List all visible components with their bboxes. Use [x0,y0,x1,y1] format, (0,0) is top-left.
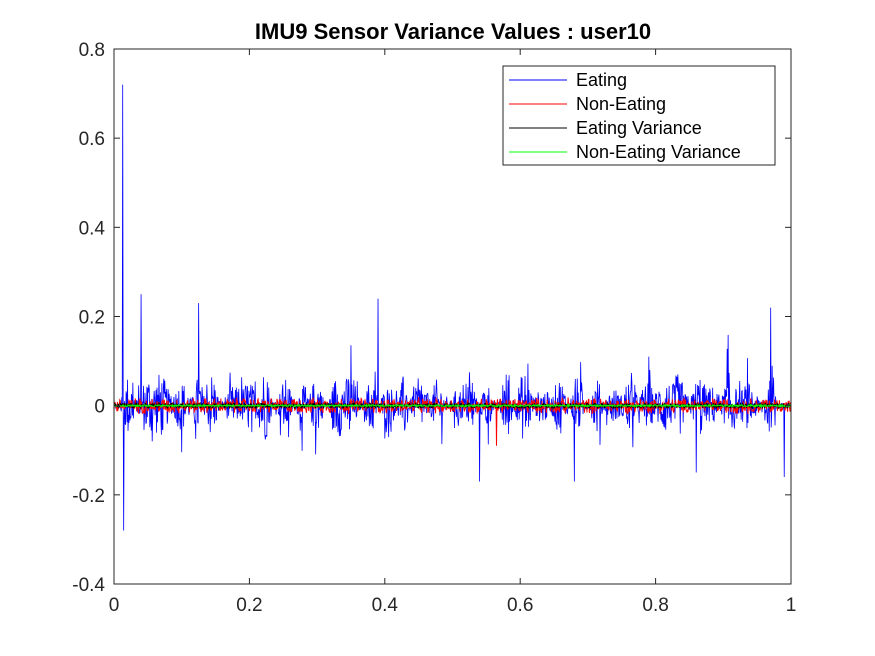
x-axis: 0 0.2 0.4 0.6 0.8 1 [109,49,797,616]
x-tick-label: 0 [109,595,120,616]
x-tick-label: 0.4 [372,595,399,616]
y-tick-label: 0.8 [79,40,105,61]
legend-label: Non-Eating [576,94,666,114]
series-line-eating [114,84,791,531]
y-tick-label: 0 [94,397,105,418]
legend-box [502,65,776,166]
x-tick-label: 1 [786,595,797,616]
x-tick-label: 0.2 [236,595,262,616]
y-tick-label: 0.4 [79,218,106,239]
y-tick-label: 0.6 [79,129,105,150]
y-tick-label: -0.4 [72,575,105,596]
series-line-non-eating-variance [114,403,791,409]
x-tick-label: 0.8 [642,595,668,616]
series-layer [114,84,791,531]
y-axis: -0.4 -0.2 0 0.2 0.4 0.6 0.8 [72,40,791,596]
legend-label: Non-Eating Variance [576,142,741,162]
y-tick-label: -0.2 [72,486,105,507]
chart-title: IMU9 Sensor Variance Values : user10 [255,19,651,44]
legend-label: Eating [576,70,627,90]
y-tick-label: 0.2 [79,308,105,329]
legend-label: Eating Variance [576,118,702,138]
x-tick-label: 0.6 [507,595,533,616]
plot-area: 0 0.2 0.4 0.6 0.8 1 -0.4 -0.2 0 0.2 0.4 0.6 0.8 [72,40,796,616]
series-line-non-eating [114,397,791,446]
legend: Eating Non-Eating Eating Variance Non-Eatin… [502,65,776,166]
